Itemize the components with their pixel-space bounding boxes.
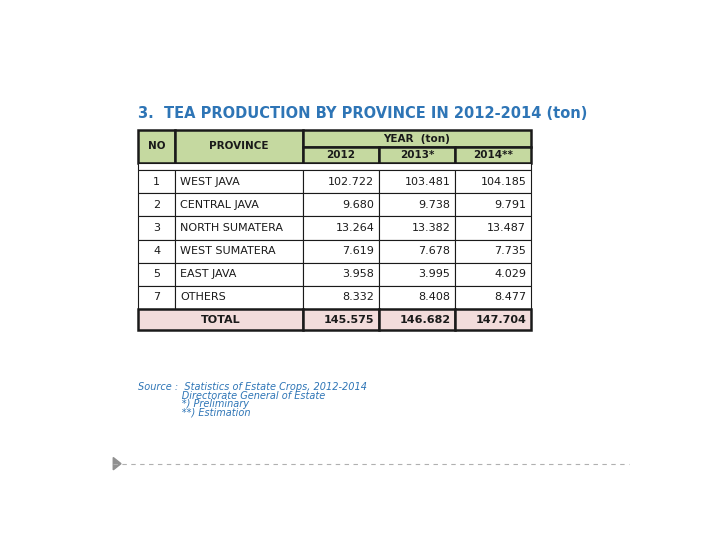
Bar: [455, 240, 531, 262]
Text: 1: 1: [153, 177, 160, 187]
Text: 9.791: 9.791: [495, 200, 526, 210]
Bar: [303, 286, 379, 309]
Text: 3.958: 3.958: [343, 269, 374, 279]
Bar: [175, 262, 303, 286]
Bar: [175, 130, 303, 163]
Bar: [138, 193, 175, 217]
Text: Source :  Statistics of Estate Crops, 2012-2014: Source : Statistics of Estate Crops, 201…: [138, 382, 367, 392]
Polygon shape: [113, 457, 121, 470]
Bar: [455, 217, 531, 240]
Text: 147.704: 147.704: [475, 315, 526, 325]
Bar: [379, 170, 455, 193]
Bar: [138, 217, 175, 240]
Bar: [175, 193, 303, 217]
Bar: [303, 147, 379, 163]
Text: 7.619: 7.619: [343, 246, 374, 256]
Text: 4.029: 4.029: [495, 269, 526, 279]
Text: 2: 2: [153, 200, 161, 210]
Bar: [138, 309, 303, 330]
Bar: [455, 170, 531, 193]
Bar: [175, 170, 303, 193]
Text: 104.185: 104.185: [480, 177, 526, 187]
Bar: [379, 262, 455, 286]
Bar: [303, 262, 379, 286]
Bar: [455, 193, 531, 217]
Bar: [138, 240, 175, 262]
Bar: [455, 262, 531, 286]
Text: 103.481: 103.481: [405, 177, 451, 187]
Bar: [379, 217, 455, 240]
Bar: [379, 240, 455, 262]
Text: 7.735: 7.735: [495, 246, 526, 256]
Bar: [379, 286, 455, 309]
Text: 102.722: 102.722: [328, 177, 374, 187]
Text: 8.477: 8.477: [494, 292, 526, 302]
Text: 9.680: 9.680: [343, 200, 374, 210]
Text: 7: 7: [153, 292, 161, 302]
Text: 3.  TEA PRODUCTION BY PROVINCE IN 2012-2014 (ton): 3. TEA PRODUCTION BY PROVINCE IN 2012-20…: [138, 106, 588, 120]
Bar: [455, 286, 531, 309]
Text: 145.575: 145.575: [324, 315, 374, 325]
Bar: [138, 286, 175, 309]
Text: 5: 5: [153, 269, 160, 279]
Text: 8.332: 8.332: [343, 292, 374, 302]
Text: 4: 4: [153, 246, 161, 256]
Text: EAST JAVA: EAST JAVA: [180, 269, 236, 279]
Text: 9.738: 9.738: [418, 200, 451, 210]
Text: WEST JAVA: WEST JAVA: [180, 177, 240, 187]
Bar: [303, 193, 379, 217]
Bar: [138, 262, 175, 286]
Text: *) Preliminary: *) Preliminary: [138, 399, 249, 409]
Bar: [138, 130, 175, 163]
Text: NORTH SUMATERA: NORTH SUMATERA: [180, 223, 283, 233]
Text: 13.264: 13.264: [336, 223, 374, 233]
Bar: [455, 309, 531, 330]
Bar: [303, 240, 379, 262]
Bar: [175, 286, 303, 309]
Text: 146.682: 146.682: [400, 315, 451, 325]
Text: **) Estimation: **) Estimation: [138, 408, 251, 417]
Text: OTHERS: OTHERS: [180, 292, 225, 302]
Text: 2014**: 2014**: [473, 150, 513, 160]
Text: NO: NO: [148, 141, 166, 151]
Text: TOTAL: TOTAL: [201, 315, 240, 325]
Bar: [175, 240, 303, 262]
Bar: [303, 170, 379, 193]
Bar: [379, 309, 455, 330]
Text: 8.408: 8.408: [418, 292, 451, 302]
Text: 3: 3: [153, 223, 160, 233]
Bar: [303, 309, 379, 330]
Bar: [175, 217, 303, 240]
Bar: [303, 130, 531, 147]
Bar: [379, 147, 455, 163]
Text: 3.995: 3.995: [418, 269, 451, 279]
Text: PROVINCE: PROVINCE: [210, 141, 269, 151]
Text: 2012: 2012: [327, 150, 356, 160]
Bar: [455, 147, 531, 163]
Text: 2013*: 2013*: [400, 150, 434, 160]
Text: CENTRAL JAVA: CENTRAL JAVA: [180, 200, 258, 210]
Bar: [379, 193, 455, 217]
Text: Directorate General of Estate: Directorate General of Estate: [138, 390, 325, 401]
Text: 13.382: 13.382: [412, 223, 451, 233]
Bar: [303, 217, 379, 240]
Text: 7.678: 7.678: [418, 246, 451, 256]
Bar: [138, 163, 531, 170]
Text: YEAR  (ton): YEAR (ton): [384, 134, 451, 144]
Text: WEST SUMATERA: WEST SUMATERA: [180, 246, 276, 256]
Bar: [138, 170, 175, 193]
Text: 13.487: 13.487: [487, 223, 526, 233]
